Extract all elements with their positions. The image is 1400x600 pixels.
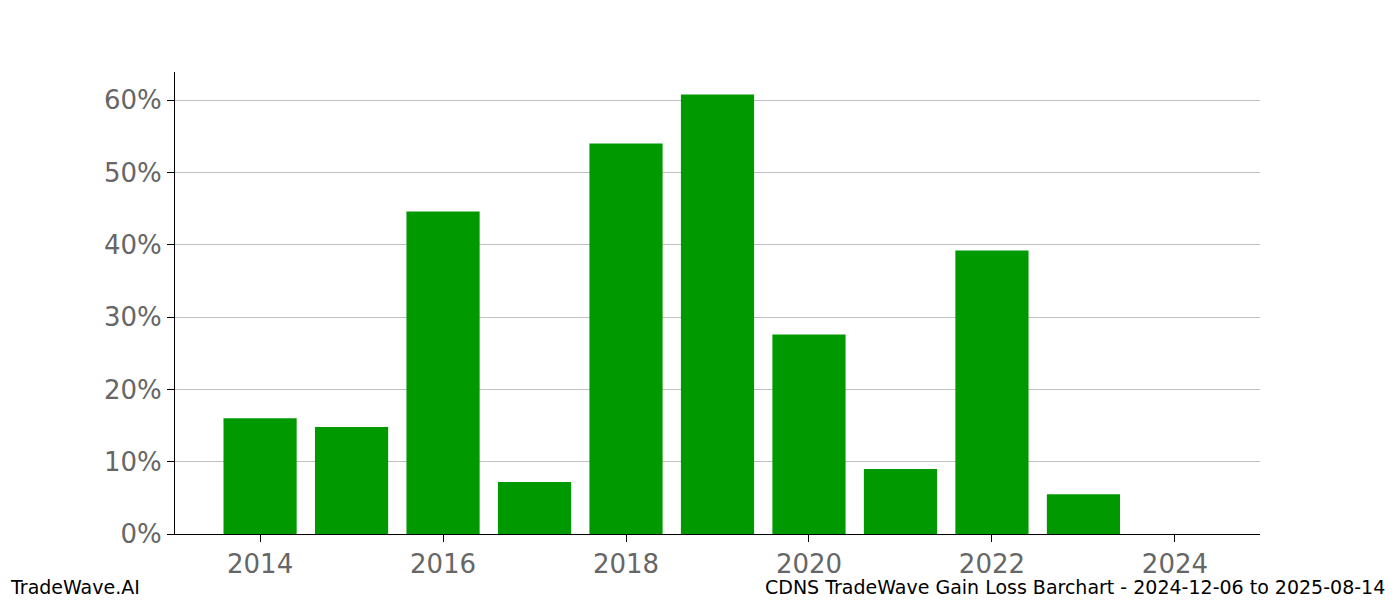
- svg-text:2018: 2018: [593, 549, 659, 579]
- svg-text:2020: 2020: [776, 549, 842, 579]
- svg-text:0%: 0%: [121, 519, 162, 549]
- svg-text:TradeWave.AI: TradeWave.AI: [10, 576, 140, 598]
- svg-text:2024: 2024: [1142, 549, 1208, 579]
- svg-text:40%: 40%: [104, 230, 162, 260]
- svg-text:CDNS TradeWave Gain Loss Barch: CDNS TradeWave Gain Loss Barchart - 2024…: [765, 576, 1385, 598]
- svg-text:10%: 10%: [104, 447, 162, 477]
- svg-text:50%: 50%: [104, 158, 162, 188]
- svg-text:2014: 2014: [227, 549, 293, 579]
- svg-text:2016: 2016: [410, 549, 476, 579]
- svg-text:2022: 2022: [959, 549, 1025, 579]
- svg-text:20%: 20%: [104, 375, 162, 405]
- svg-text:30%: 30%: [104, 302, 162, 332]
- svg-text:60%: 60%: [104, 85, 162, 115]
